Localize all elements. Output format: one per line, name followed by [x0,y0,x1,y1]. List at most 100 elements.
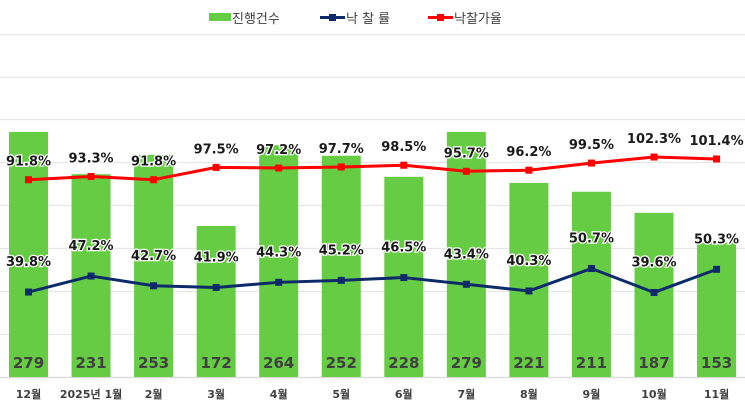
bar-value-label: 221 [513,354,544,372]
data-point-marker[interactable] [87,272,95,280]
data-label: 95.7% [444,146,489,161]
gridlines [0,33,745,379]
data-label: 47.2% [68,239,113,254]
bar-value-label: 279 [451,354,482,372]
bar-value-label: 252 [326,354,357,372]
data-point-marker[interactable] [150,176,158,184]
bar-value-labels: 279 231 253 172 264 252 228 279 221 211 187 153 [13,354,732,372]
data-label: 96.2% [506,145,551,160]
data-point-marker[interactable] [650,153,658,161]
bar[interactable] [196,225,236,377]
bar[interactable] [9,132,48,377]
bar[interactable] [259,145,299,377]
data-label: 43.4% [444,247,489,262]
bar[interactable] [134,154,174,377]
x-axis-tick-label: 3월 [207,387,225,401]
data-point-marker[interactable] [400,161,408,169]
x-axis-tick-label: 6월 [395,387,413,401]
data-point-marker[interactable] [587,159,595,167]
x-axis-tick-label: 2025년 1월 [60,387,122,401]
bar-value-label: 279 [13,354,44,372]
legend-label: 진행건수 [232,11,280,27]
x-axis-tick-label: 12월 [16,387,41,401]
data-label: 93.3% [68,151,113,166]
bar-value-label: 264 [263,354,294,372]
data-label: 97.5% [194,142,239,157]
data-label: 101.4% [689,134,743,149]
data-label: 91.8% [6,155,51,170]
bar[interactable] [321,155,361,377]
data-label: 39.8% [6,255,51,270]
data-label: 50.3% [694,232,739,247]
line-series-price-rate: 91.8% 93.3% 91.8% 97.5% 97.2% 97.7% 98.5% 95.7%… [5,131,745,184]
x-axis-tick-label: 11월 [704,387,729,401]
data-point-marker[interactable] [713,155,721,163]
data-point-marker[interactable] [87,172,95,180]
bar[interactable] [509,182,549,377]
series-line [28,266,718,294]
bar-value-label: 253 [138,354,169,372]
x-axis-tick-label: 9월 [583,387,601,401]
data-point-marker[interactable] [25,176,32,184]
data-label: 97.7% [319,142,364,157]
data-point-marker[interactable] [587,264,595,272]
x-axis-tick-label: 4월 [270,387,288,401]
line-marker-icon [428,13,453,21]
line-series-rate: 39.8% 47.2% 42.7% 41.9% 44.3% 45.2% 46.5% 43.4%… [5,230,740,296]
data-label: 91.8% [131,155,176,170]
chart-legend: 진행건수 낙 찰 률 낙찰가율 [0,6,745,28]
data-label: 39.6% [631,255,676,270]
legend-item-bar-count[interactable]: 진행건수 [209,6,280,28]
x-axis-tick-label: 5월 [332,387,350,401]
data-point-marker[interactable] [275,278,283,286]
bar-value-label: 211 [576,354,607,372]
x-axis-labels: 12월 2025년 1월 2월 3월 4월 5월 6월 7월 8월 9월 10월 11월 [16,387,729,401]
bar-value-label: 231 [75,354,106,372]
data-point-marker[interactable] [150,282,158,290]
data-point-marker[interactable] [337,276,345,284]
legend-item-price-rate[interactable]: 낙찰가율 [428,6,502,28]
x-axis-tick-label: 10월 [641,387,666,401]
data-label: 44.3% [256,245,301,260]
legend-item-rate[interactable]: 낙 찰 률 [320,6,390,28]
x-axis-tick-label: 7월 [457,387,475,401]
data-label: 40.3% [506,254,551,269]
series-line [28,155,717,182]
data-label: 45.2% [319,243,364,258]
data-label: 98.5% [381,140,426,155]
data-point-marker[interactable] [650,288,658,296]
data-point-marker[interactable] [525,287,533,295]
bar[interactable] [697,242,737,377]
data-point-marker[interactable] [212,283,220,291]
data-point-marker[interactable] [400,274,408,282]
data-point-marker[interactable] [337,163,345,171]
bar-swatch-icon [209,13,231,21]
legend-label: 낙찰가율 [454,11,502,27]
bar-value-label: 187 [638,354,669,372]
data-label: 99.5% [569,138,614,153]
data-point-marker[interactable] [713,265,721,273]
data-label: 97.2% [256,143,301,158]
bar-value-label: 153 [701,354,732,372]
bar-value-label: 228 [388,354,419,372]
data-point-marker[interactable] [212,163,220,171]
line-marker-icon [320,13,345,21]
data-point-marker[interactable] [275,164,283,172]
data-label: 46.5% [381,241,426,256]
data-label: 41.9% [194,250,239,265]
data-point-marker[interactable] [462,280,470,288]
bar[interactable] [571,191,611,377]
x-axis-tick-label: 8월 [520,387,538,401]
bar-value-label: 172 [200,354,231,372]
data-point-marker[interactable] [25,288,32,296]
data-point-marker[interactable] [462,167,470,175]
data-point-marker[interactable] [525,166,533,174]
data-label: 50.7% [569,231,614,246]
x-axis-tick-label: 2월 [145,387,163,401]
data-label: 102.3% [627,132,681,147]
legend-label: 낙 찰 률 [346,11,391,27]
data-label: 42.7% [131,249,176,264]
bar-series-count [9,132,737,377]
